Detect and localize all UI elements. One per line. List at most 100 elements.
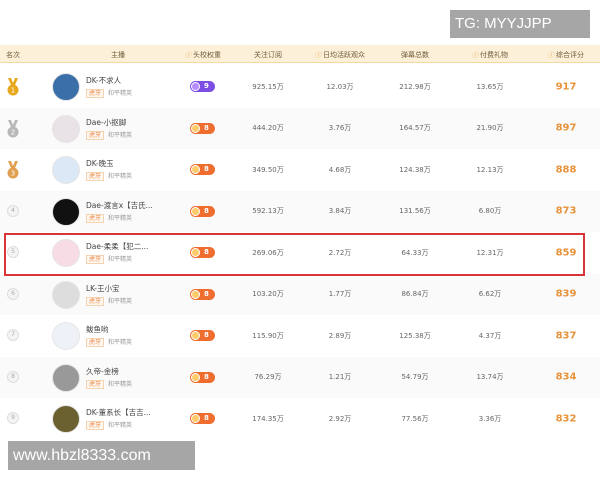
weight-badge: 8: [190, 164, 215, 175]
danmaku-value: 125.38万: [399, 331, 431, 340]
weight-value: 8: [204, 206, 209, 215]
weight-badge: 8: [190, 205, 215, 217]
header-daily[interactable]: ⓘ 日均活跃观众: [315, 50, 365, 60]
daily-viewers-value: 3.76万: [328, 124, 352, 133]
info-icon[interactable]: ⓘ: [547, 52, 555, 59]
weight-value: 8: [204, 123, 209, 132]
weight-value: 8: [204, 372, 209, 381]
table-row[interactable]: 6 LK-王小宝 虎牙 和平精英 8 103.20万 1.77万 86.84万 6…: [0, 273, 600, 315]
table-row[interactable]: 1 DK-不求人 虎牙 和平精英 9 925.15万 12.03万 212.98万…: [0, 66, 600, 108]
weight-value: 8: [204, 414, 209, 422]
streamer-name[interactable]: LK-王小宝: [86, 283, 120, 293]
gifts-value: 6.80万: [478, 207, 502, 216]
gifts-value: 21.90万: [476, 124, 504, 133]
avatar[interactable]: [52, 280, 80, 309]
score-value: 897: [555, 122, 577, 134]
table-row[interactable]: 7 鲅鱼哟 虎牙 和平精英 8 115.90万 2.89万 125.38万 4.3…: [0, 315, 600, 357]
game-tag: 和平精英: [108, 422, 133, 429]
header-score-label: 综合评分: [556, 51, 585, 59]
platform-tag: 虎牙: [86, 255, 105, 264]
follows-value: 349.50万: [252, 165, 284, 174]
avatar[interactable]: [52, 114, 80, 143]
avatar[interactable]: [52, 363, 80, 392]
avatar[interactable]: [52, 156, 80, 184]
game-tag: 和平精英: [108, 256, 133, 263]
weight-badge: 8: [190, 247, 215, 258]
follows-value: 103.20万: [252, 290, 284, 299]
follows-value: 174.35万: [252, 414, 284, 423]
info-icon[interactable]: ⓘ: [471, 52, 479, 59]
table-row[interactable]: 5 Dae-柔柔【犯二... 虎牙 和平精英 8 269.06万 2.72万 64…: [0, 232, 600, 274]
level-icon: [191, 331, 200, 340]
streamer-name[interactable]: Dae-柔柔【犯二...: [86, 242, 149, 251]
gifts-value: 13.74万: [476, 373, 504, 382]
gifts-value: 13.65万: [476, 82, 504, 91]
level-icon: [191, 123, 200, 133]
platform-tag: 虎牙: [86, 213, 105, 223]
header-daily-label: 日均活跃观众: [323, 51, 366, 59]
header-score[interactable]: ⓘ 综合评分: [548, 50, 584, 60]
level-icon: [191, 372, 200, 382]
follows-value: 115.90万: [252, 331, 284, 340]
game-tag: 和平精英: [108, 214, 133, 222]
streamer-name[interactable]: Dae-渡言x【吉氏...: [86, 200, 153, 210]
game-tag: 和平精英: [108, 173, 133, 180]
platform-tag: 虎牙: [86, 296, 105, 306]
table-header: 名次 主播 ⓘ 头校权重 关注订阅 ⓘ 日均活跃观众 弹幕总数 ⓘ 付费礼物 ⓘ 综合评…: [0, 45, 600, 63]
streamer-name[interactable]: 鲅鱼哟: [86, 325, 109, 334]
info-icon[interactable]: ⓘ: [184, 52, 192, 59]
header-weight[interactable]: ⓘ 头校权重: [185, 50, 221, 60]
streamer-name[interactable]: DK-不求人: [86, 76, 122, 85]
weight-badge: 8: [190, 330, 215, 341]
streamer-name[interactable]: Dae-小抠脚: [86, 117, 127, 127]
table-row[interactable]: 2 Dae-小抠脚 虎牙 和平精英 8 444.20万 3.76万 164.57万…: [0, 107, 600, 149]
streamer-name[interactable]: 久帝-金榜: [86, 366, 119, 376]
game-tag: 和平精英: [108, 339, 133, 346]
avatar[interactable]: [52, 322, 80, 350]
score-value: 859: [555, 247, 577, 259]
danmaku-value: 77.56万: [401, 414, 429, 423]
platform-tag: 虎牙: [86, 89, 105, 98]
follows-value: 444.20万: [252, 124, 284, 133]
weight-badge: 8: [190, 288, 215, 300]
danmaku-value: 54.79万: [401, 373, 429, 382]
rank-badge: 7: [7, 329, 19, 341]
rank-badge: 9: [7, 412, 19, 424]
danmaku-value: 131.56万: [399, 207, 431, 216]
follows-value: 925.15万: [252, 82, 284, 91]
level-icon: [191, 414, 200, 423]
rank-badge: 6: [7, 287, 19, 300]
game-tag: 和平精英: [108, 380, 133, 388]
table-row[interactable]: 8 久帝-金榜 虎牙 和平精英 8 76.29万 1.21万 54.79万 13.…: [0, 356, 600, 398]
header-gifts[interactable]: ⓘ 付费礼物: [472, 50, 508, 60]
platform-tag: 虎牙: [86, 421, 105, 430]
avatar[interactable]: [52, 73, 80, 101]
game-tag: 和平精英: [108, 90, 133, 97]
header-gifts-label: 付费礼物: [480, 51, 509, 59]
score-value: 837: [555, 330, 577, 342]
platform-tag: 虎牙: [86, 379, 105, 389]
info-icon[interactable]: ⓘ: [314, 52, 322, 59]
avatar[interactable]: [52, 197, 80, 226]
game-tag: 和平精英: [108, 131, 133, 139]
daily-viewers-value: 2.72万: [328, 248, 352, 257]
weight-badge: 8: [190, 371, 215, 383]
daily-viewers-value: 1.21万: [328, 373, 352, 382]
score-value: 834: [555, 371, 577, 383]
score-value: 873: [555, 205, 577, 217]
platform-tag: 虎牙: [86, 130, 105, 140]
daily-viewers-value: 4.68万: [328, 165, 352, 174]
game-tag: 和平精英: [108, 297, 133, 305]
medal-icon: 2: [7, 119, 19, 137]
table-row[interactable]: 3 DK-晚玉 虎牙 和平精英 8 349.50万 4.68万 124.38万 1…: [0, 149, 600, 191]
weight-value: 8: [204, 248, 209, 256]
header-rank: 名次: [6, 51, 20, 59]
streamer-name[interactable]: DK-董系长【吉吉...: [86, 408, 151, 417]
table-row[interactable]: 9 DK-董系长【吉吉... 虎牙 和平精英 8 174.35万 2.92万 77…: [0, 398, 600, 440]
avatar[interactable]: [52, 239, 80, 267]
score-value: 832: [555, 413, 577, 425]
table-row[interactable]: 4 Dae-渡言x【吉氏... 虎牙 和平精英 8 592.13万 3.84万 1…: [0, 190, 600, 232]
avatar[interactable]: [52, 405, 80, 433]
danmaku-value: 86.84万: [401, 290, 429, 299]
streamer-name[interactable]: DK-晚玉: [86, 159, 114, 168]
